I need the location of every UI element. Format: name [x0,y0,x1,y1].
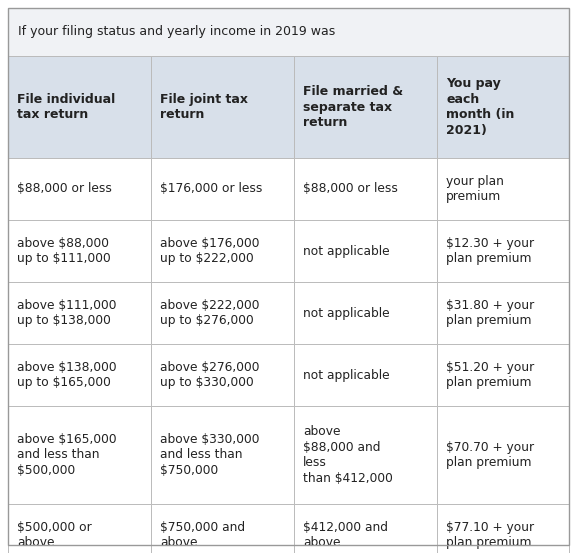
Text: above $111,000
up to $138,000: above $111,000 up to $138,000 [17,299,117,327]
Text: If your filing status and yearly income in 2019 was: If your filing status and yearly income … [18,25,335,39]
Text: File joint tax
return: File joint tax return [160,93,248,121]
Text: not applicable: not applicable [303,244,389,258]
Bar [437,344,569,406]
Text: above $276,000
up to $330,000: above $276,000 up to $330,000 [160,361,260,389]
Text: above $165,000
and less than
$500,000: above $165,000 and less than $500,000 [17,433,117,477]
Bar [8,158,151,220]
Bar [151,504,294,553]
Text: $88,000 or less: $88,000 or less [303,182,398,196]
Text: above
$88,000 and
less
than $412,000: above $88,000 and less than $412,000 [303,425,393,485]
Text: $500,000 or
above: $500,000 or above [17,521,92,549]
Bar [8,406,151,504]
Text: not applicable: not applicable [303,368,389,382]
Text: your plan
premium: your plan premium [446,175,504,204]
Bar [151,56,294,158]
Text: $31.80 + your
plan premium: $31.80 + your plan premium [446,299,534,327]
Text: $70.70 + your
plan premium: $70.70 + your plan premium [446,441,534,469]
Text: You pay
each
month (in
2021): You pay each month (in 2021) [446,77,515,137]
Bar [8,344,151,406]
Text: above $138,000
up to $165,000: above $138,000 up to $165,000 [17,361,117,389]
Bar [437,220,569,282]
Bar [294,56,437,158]
Text: $88,000 or less: $88,000 or less [17,182,112,196]
Bar [151,344,294,406]
Bar [294,406,437,504]
Text: above $88,000
up to $111,000: above $88,000 up to $111,000 [17,237,111,265]
Text: above $176,000
up to $222,000: above $176,000 up to $222,000 [160,237,260,265]
Bar [294,158,437,220]
Bar [294,220,437,282]
Text: File married &
separate tax
return: File married & separate tax return [303,85,403,129]
Bar [151,158,294,220]
Bar [437,282,569,344]
Text: $51.20 + your
plan premium: $51.20 + your plan premium [446,361,534,389]
Text: File individual
tax return: File individual tax return [17,93,115,121]
Bar [8,56,151,158]
Text: not applicable: not applicable [303,306,389,320]
Bar [8,504,151,553]
Bar [437,504,569,553]
Text: $77.10 + your
plan premium: $77.10 + your plan premium [446,521,534,549]
Text: above $222,000
up to $276,000: above $222,000 up to $276,000 [160,299,260,327]
Text: $412,000 and
above: $412,000 and above [303,521,388,549]
Bar [437,406,569,504]
Text: $750,000 and
above: $750,000 and above [160,521,245,549]
Bar [151,220,294,282]
Bar [437,56,569,158]
Bar [151,406,294,504]
Text: $176,000 or less: $176,000 or less [160,182,263,196]
Bar [151,282,294,344]
Text: above $330,000
and less than
$750,000: above $330,000 and less than $750,000 [160,433,260,477]
Bar [294,282,437,344]
Text: $12.30 + your
plan premium: $12.30 + your plan premium [446,237,534,265]
Bar [294,344,437,406]
Bar [8,282,151,344]
Bar [294,504,437,553]
Bar [8,220,151,282]
Bar [437,158,569,220]
Bar [8,8,569,56]
